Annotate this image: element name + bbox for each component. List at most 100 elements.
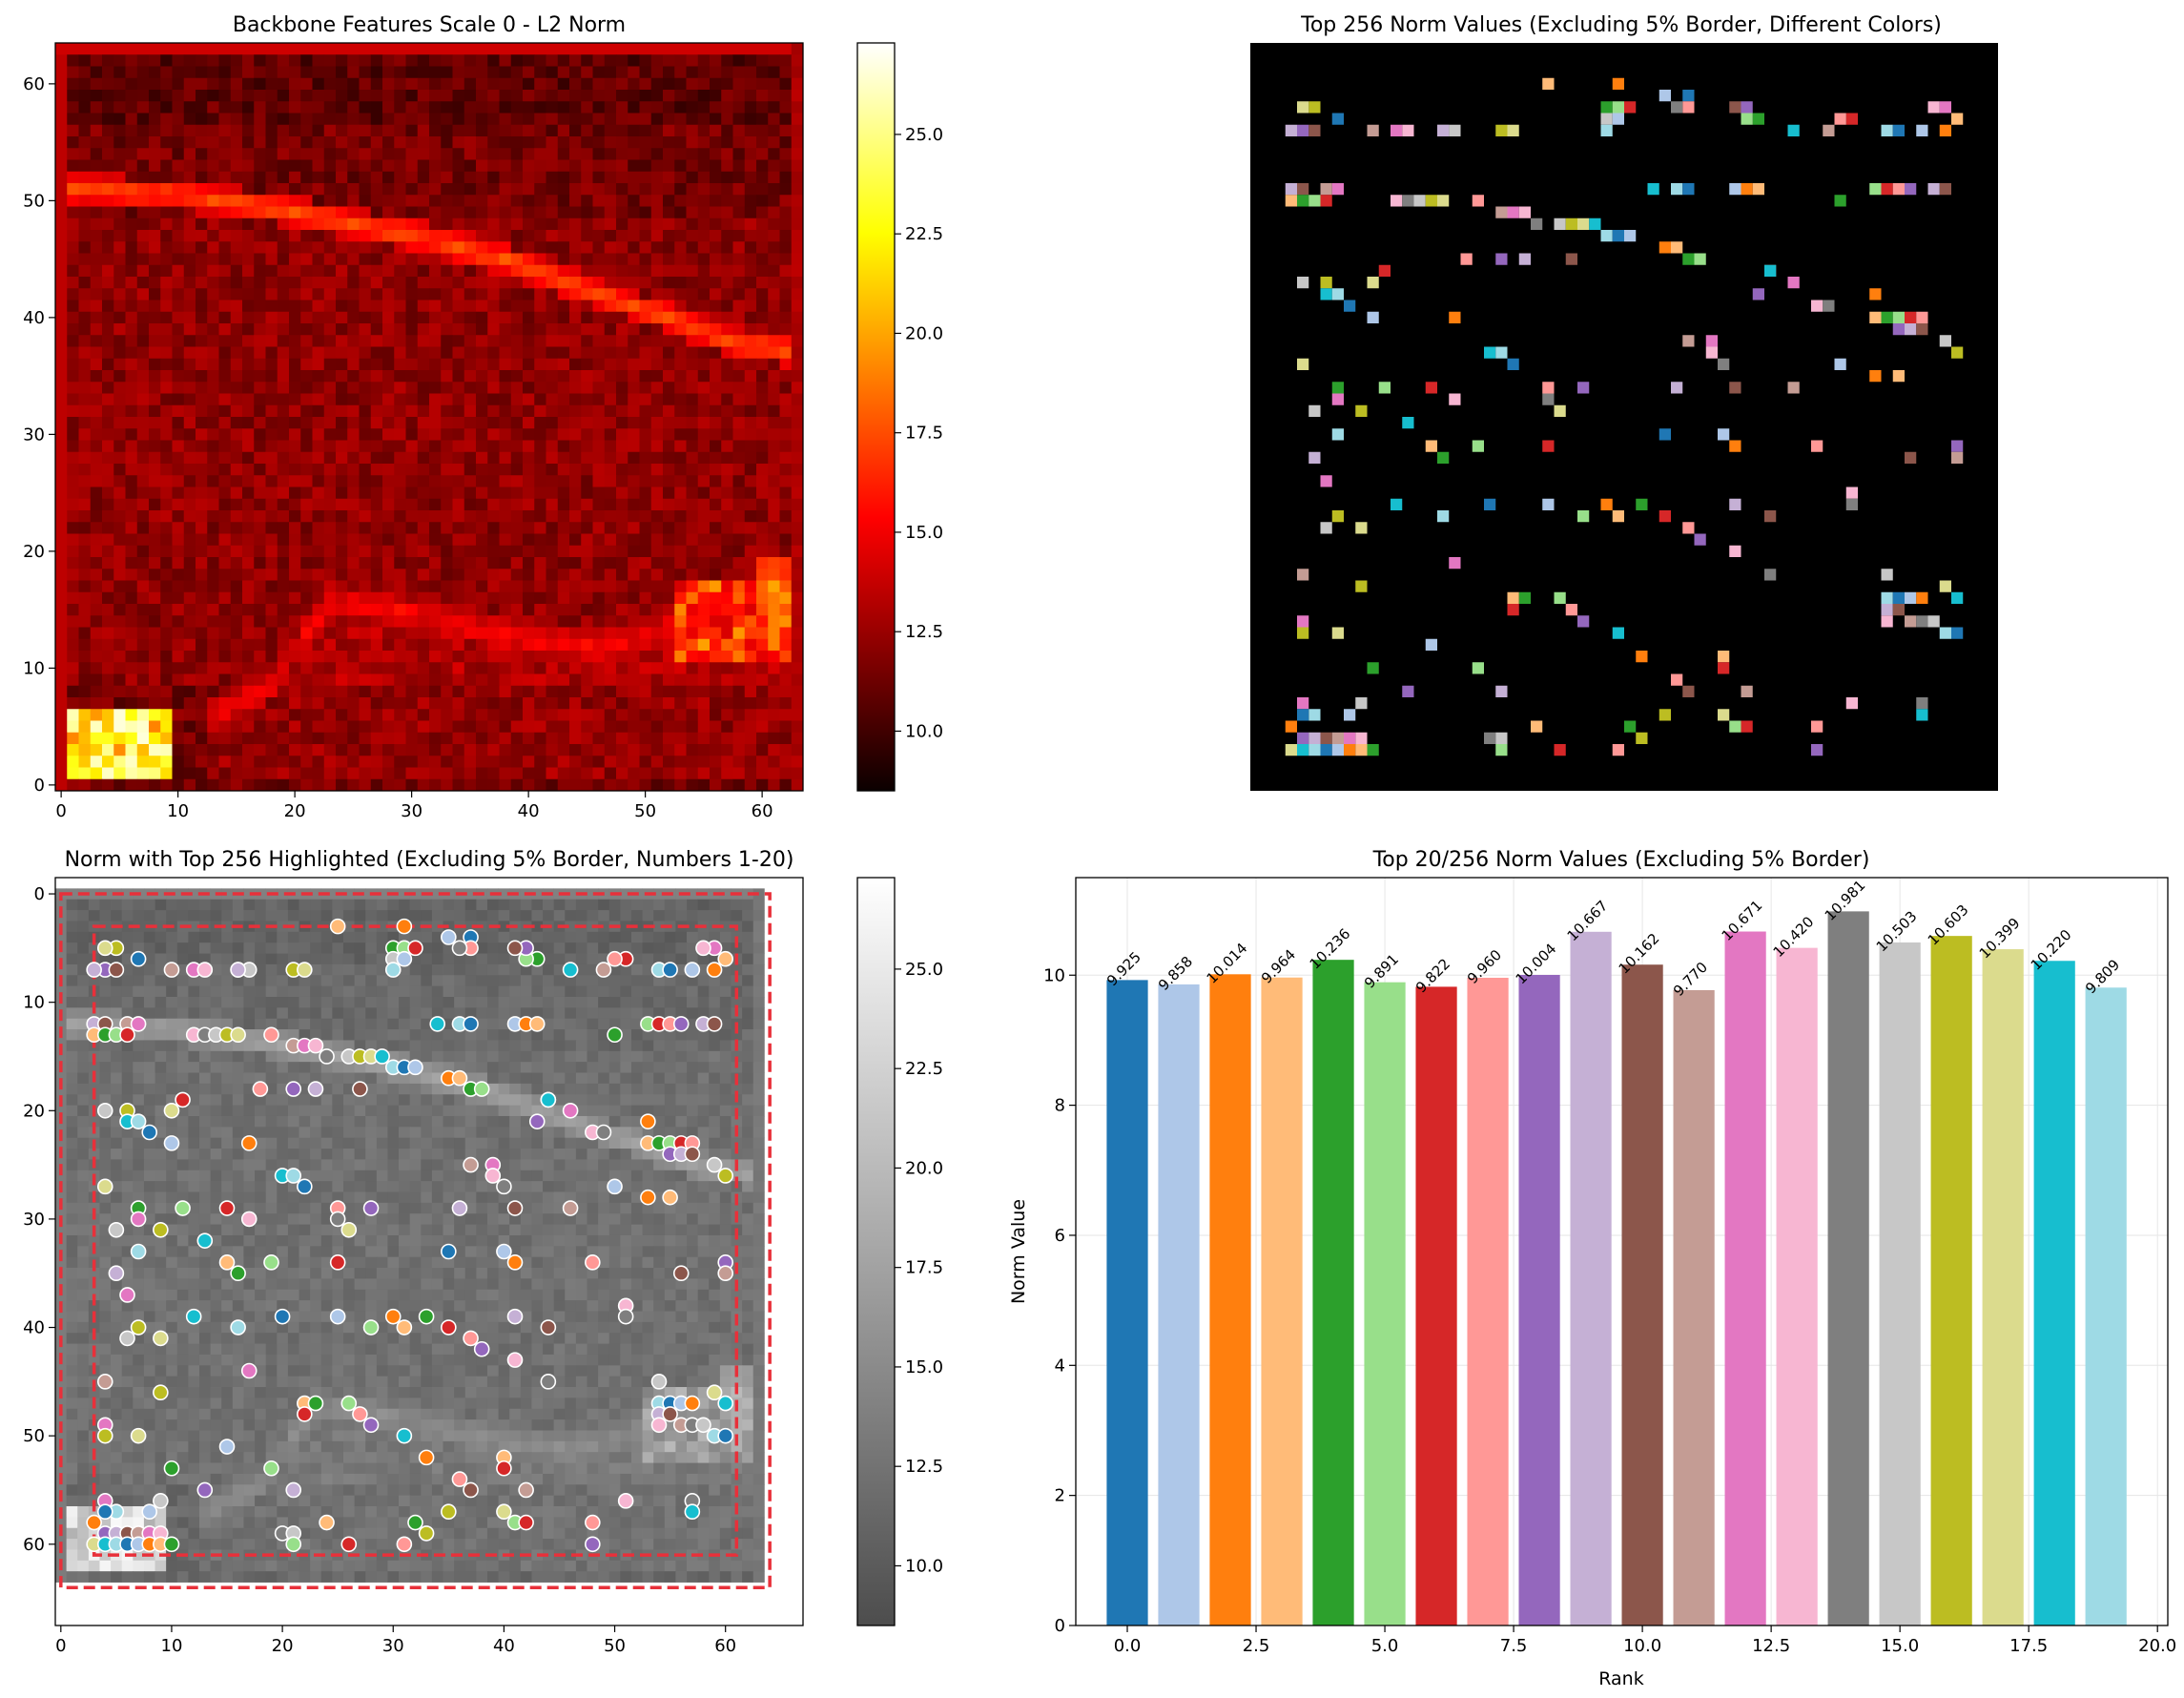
heatmap-cell — [510, 370, 524, 383]
heatmap-cell — [405, 159, 419, 173]
heatmap-cell — [289, 335, 301, 347]
gray-cell — [376, 888, 388, 901]
gray-cell — [221, 985, 234, 998]
heatmap-cell — [592, 124, 606, 137]
gray-cell — [265, 975, 278, 987]
heatmap-cell — [616, 404, 628, 418]
heatmap-cell — [359, 230, 372, 242]
heatmap-cell — [78, 54, 92, 67]
heatmap-cell — [359, 253, 372, 266]
heatmap-cell — [616, 277, 628, 289]
heatmap-cell — [125, 487, 138, 500]
heatmap-cell — [756, 487, 769, 500]
heatmap-cell — [650, 277, 664, 289]
heatmap-cell — [510, 264, 524, 278]
heatmap-cell — [102, 638, 114, 652]
heatmap-cell — [744, 404, 757, 418]
heatmap-cell — [721, 300, 733, 313]
gray-cell — [464, 963, 477, 976]
heatmap-cell — [394, 241, 406, 254]
heatmap-cell — [242, 673, 255, 687]
heatmap-cell — [370, 90, 383, 102]
top256-pixel — [1729, 720, 1741, 733]
heatmap-cell — [67, 720, 79, 734]
heatmap-cell — [487, 417, 500, 429]
heatmap-cell — [394, 77, 406, 91]
top256-pixel — [1939, 580, 1951, 592]
heatmap-cell — [523, 346, 535, 360]
heatmap-cell — [323, 148, 337, 160]
x-tick-label: 10 — [167, 801, 189, 821]
heatmap-cell — [756, 732, 769, 745]
heatmap-cell — [136, 288, 150, 300]
gray-cell — [376, 942, 388, 954]
heatmap-cell — [464, 382, 477, 394]
colorbar-tick-label: 15.0 — [905, 523, 943, 543]
heatmap-cell — [791, 522, 804, 534]
heatmap-cell — [183, 569, 196, 581]
heatmap-cell — [744, 591, 757, 605]
heatmap-cell — [136, 475, 150, 487]
heatmap-cell — [710, 54, 722, 67]
gray-cell — [176, 899, 189, 911]
heatmap-cell — [277, 264, 290, 278]
heatmap-cell — [405, 43, 419, 55]
heatmap-cell — [452, 253, 465, 266]
top256-pixel — [1845, 697, 1858, 710]
top256-pixel — [1297, 101, 1309, 114]
heatmap-cell — [405, 428, 419, 441]
heatmap-cell — [417, 767, 430, 780]
heatmap-cell — [779, 171, 793, 184]
heatmap-cell — [546, 404, 559, 418]
heatmap-cell — [382, 404, 395, 418]
heatmap-cell — [149, 487, 161, 500]
heatmap-cell — [429, 382, 442, 394]
heatmap-cell — [113, 767, 126, 780]
heatmap-cell — [394, 323, 406, 336]
heatmap-cell — [417, 569, 430, 581]
gray-cell — [176, 975, 189, 987]
top256-pixel — [1787, 277, 1800, 289]
heatmap-cell — [336, 393, 348, 406]
heatmap-cell — [557, 604, 570, 616]
heatmap-cell — [323, 464, 337, 476]
heatmap-cell — [557, 638, 570, 652]
top256-pixel — [1425, 382, 1437, 394]
heatmap-cell — [721, 557, 733, 569]
top256-pixel — [1331, 510, 1344, 523]
heatmap-cell — [242, 230, 255, 242]
heatmap-cell — [359, 569, 372, 581]
heatmap-cell — [172, 335, 185, 347]
heatmap-cell — [452, 171, 465, 184]
heatmap-cell — [557, 720, 570, 734]
gray-cell — [310, 910, 322, 921]
gray-cell — [509, 963, 522, 976]
heatmap-cell — [113, 113, 126, 126]
heatmap-cell — [546, 533, 559, 547]
heatmap-cell — [300, 370, 313, 383]
heatmap-cell — [569, 709, 582, 721]
heatmap-cell — [628, 382, 640, 394]
heatmap-cell — [628, 732, 640, 745]
gray-cell — [431, 931, 443, 943]
gray-cell — [486, 942, 499, 954]
heatmap-cell — [604, 277, 617, 289]
heatmap-cell — [429, 54, 442, 67]
heatmap-cell — [768, 195, 780, 207]
heatmap-cell — [336, 171, 348, 184]
heatmap-cell — [686, 241, 699, 254]
heatmap-cell — [616, 382, 628, 394]
heatmap-cell — [628, 522, 640, 534]
heatmap-cell — [686, 43, 699, 55]
gray-cell — [742, 975, 754, 987]
heatmap-cell — [102, 159, 114, 173]
gray-cell — [687, 931, 699, 943]
heatmap-cell — [779, 404, 793, 418]
heatmap-cell — [336, 335, 348, 347]
top256-pixel — [1600, 101, 1613, 114]
heatmap-cell — [207, 720, 219, 734]
heatmap-cell — [323, 288, 337, 300]
heatmap-cell — [207, 323, 219, 336]
heatmap-cell — [628, 545, 640, 558]
heatmap-cell — [791, 230, 804, 242]
